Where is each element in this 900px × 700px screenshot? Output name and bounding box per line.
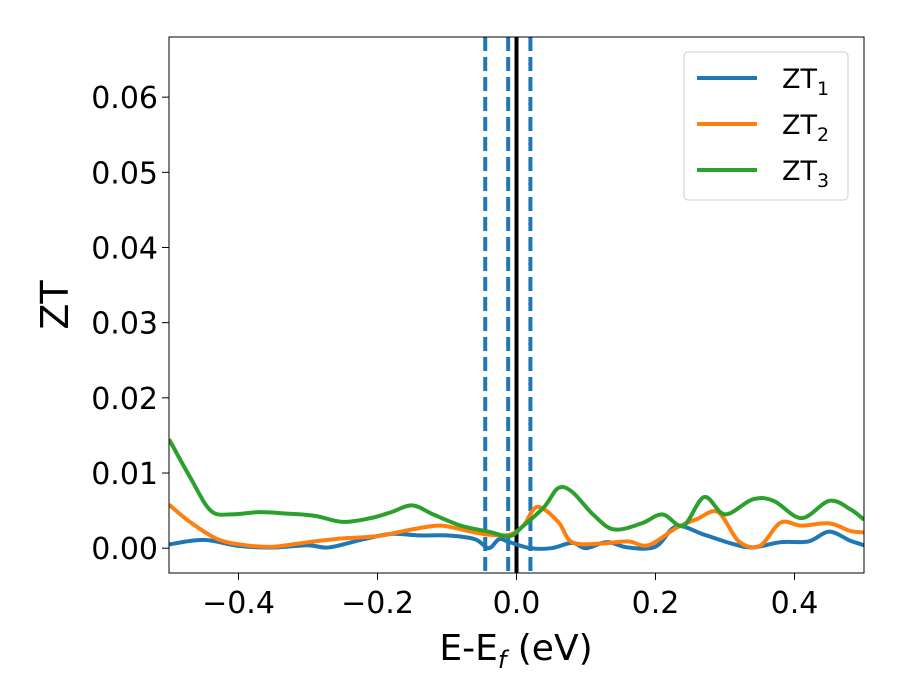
x-tick-label: 0.4 — [771, 586, 819, 621]
x-tick-label: −0.4 — [202, 586, 275, 621]
x-tick-label: −0.2 — [341, 586, 414, 621]
x-axis-label: E-Ef (eV) — [439, 628, 592, 674]
y-tick-label: 0.00 — [91, 532, 158, 567]
legend-label-zt1: ZT1 — [782, 64, 829, 100]
legend-frame — [683, 51, 849, 201]
series-line-zt2 — [169, 503, 864, 550]
legend-label-zt2: ZT2 — [782, 110, 829, 146]
y-axis-ticks: 0.00 0.01 0.02 0.03 0.04 0.05 0.06 — [91, 81, 169, 567]
x-tick-label: 0.0 — [493, 586, 541, 621]
y-tick-label: 0.05 — [91, 156, 158, 191]
legend: ZT1 ZT2 ZT3 — [683, 51, 849, 201]
series-line-zt3 — [169, 438, 864, 539]
y-tick-label: 0.01 — [91, 457, 158, 492]
y-axis-label: ZT — [33, 280, 77, 330]
x-tick-label: 0.2 — [632, 586, 680, 621]
y-tick-label: 0.03 — [91, 307, 158, 342]
y-tick-label: 0.02 — [91, 382, 158, 417]
y-tick-label: 0.06 — [91, 81, 158, 116]
series-lines — [169, 438, 864, 551]
y-tick-label: 0.04 — [91, 231, 158, 266]
legend-label-zt3: ZT3 — [782, 156, 829, 192]
reference-lines — [483, 37, 533, 573]
x-axis-ticks: −0.4 −0.2 0.0 0.2 0.4 — [202, 573, 818, 621]
